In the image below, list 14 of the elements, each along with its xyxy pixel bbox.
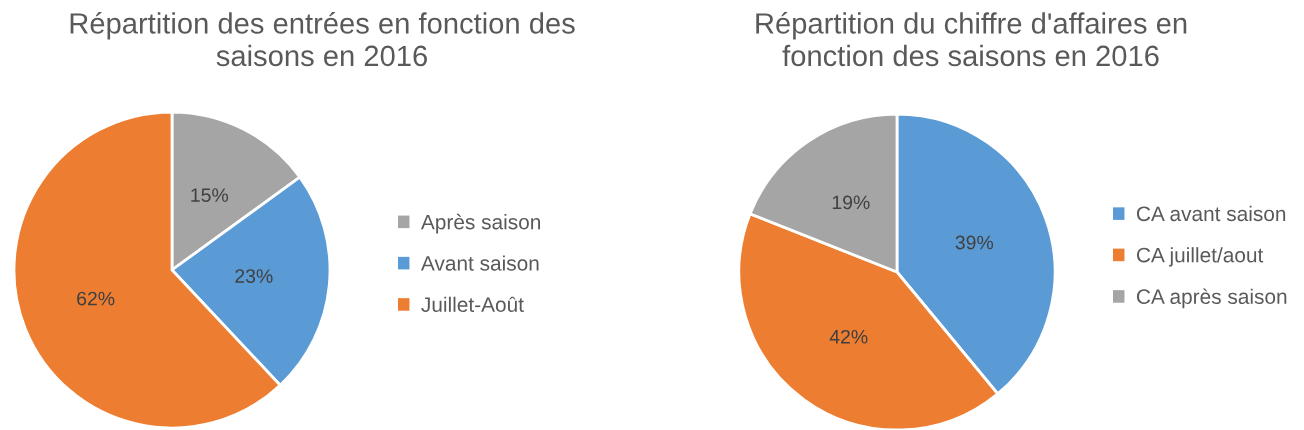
legend-label: CA après saison — [1136, 288, 1287, 309]
data-label: 62% — [77, 291, 115, 306]
data-label: 19% — [832, 195, 870, 210]
chart-title: Répartition du chiffre d'affaires en fonction des saisons en 2016 — [756, 12, 1187, 67]
data-label: 39% — [955, 235, 994, 250]
data-label: 23% — [235, 269, 273, 283]
legend-label: Après saison — [420, 213, 540, 234]
data-label: 42% — [829, 329, 868, 344]
legend-label: CA juillet/aout — [1136, 247, 1264, 267]
chart-title: Répartition des entrées en fonction des saisons en 2016 — [70, 12, 575, 67]
legend-label: Avant saison — [420, 255, 539, 271]
legend-label: CA avant saison — [1136, 205, 1286, 222]
data-label: 15% — [191, 188, 229, 203]
legend-label: Juillet-Août — [421, 296, 524, 313]
